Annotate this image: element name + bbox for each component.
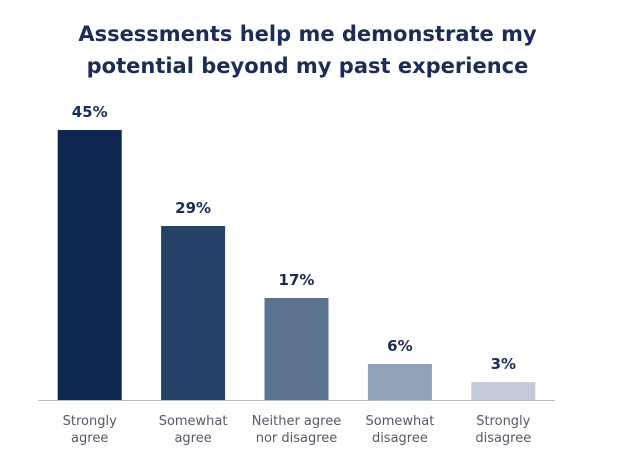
category-label-4-line-2: disagree bbox=[372, 431, 428, 446]
category-label-5-line-2: disagree bbox=[475, 431, 531, 446]
bar-2 bbox=[161, 226, 226, 400]
category-label-4-line-1: Somewhat bbox=[365, 414, 434, 429]
category-label-2-line-1: Somewhat bbox=[159, 414, 228, 429]
chart-title-line-1: Assessments help me demonstrate my bbox=[78, 22, 537, 46]
bar-1 bbox=[57, 130, 122, 400]
chart-title-line-2: potential beyond my past experience bbox=[86, 54, 529, 78]
bar-value-label-1: 45% bbox=[72, 103, 108, 121]
bar-value-label-5: 3% bbox=[491, 355, 516, 373]
category-label-2-line-2: agree bbox=[174, 431, 211, 446]
category-label-5-line-1: Strongly bbox=[476, 414, 530, 429]
bar-4 bbox=[367, 364, 432, 400]
bar-3 bbox=[264, 298, 329, 400]
category-label-1-line-1: Strongly bbox=[63, 414, 117, 429]
bar-value-label-3: 17% bbox=[279, 271, 315, 289]
bar-value-label-2: 29% bbox=[175, 199, 211, 217]
bar-value-label-4: 6% bbox=[387, 337, 412, 355]
category-label-3-line-1: Neither agree bbox=[252, 414, 341, 429]
category-label-1-line-2: agree bbox=[71, 431, 108, 446]
chart-title: Assessments help me demonstrate my poten… bbox=[0, 18, 615, 82]
category-label-3-line-2: nor disagree bbox=[256, 431, 338, 446]
bar-5 bbox=[471, 382, 536, 400]
